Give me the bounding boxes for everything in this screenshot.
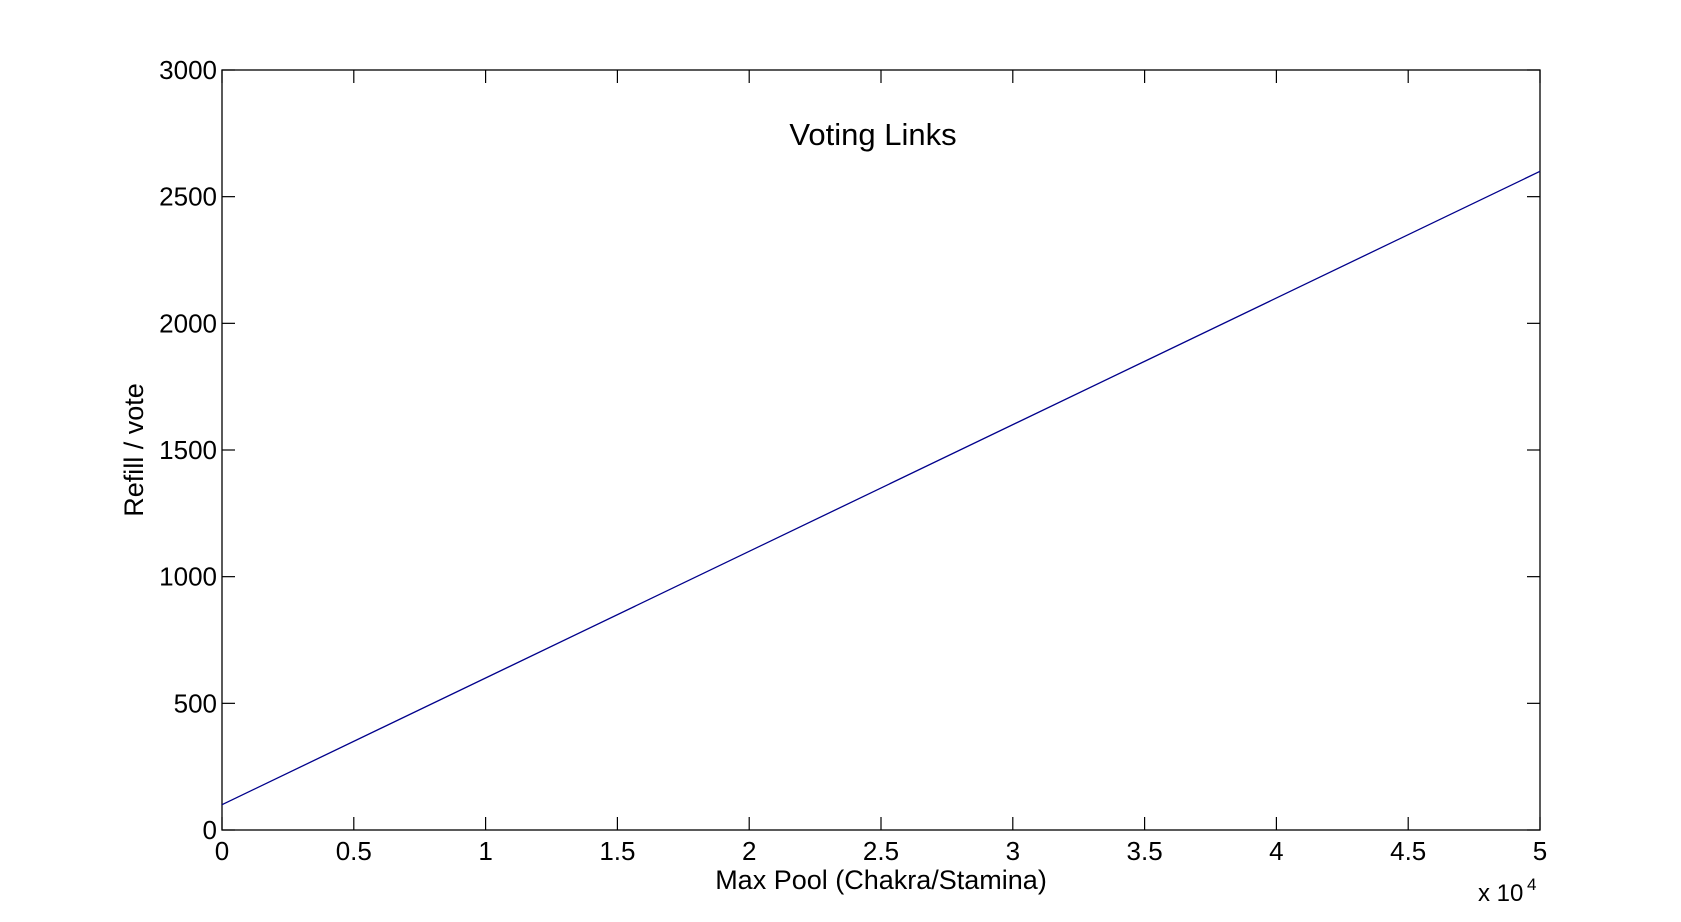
- x-tick-label-9: 4.5: [1390, 836, 1426, 866]
- x-exponent-power: 4: [1527, 875, 1536, 894]
- series-group: [221, 170, 1541, 806]
- x-tick-label-2: 1: [478, 836, 492, 866]
- x-axis-label: Max Pool (Chakra/Stamina): [715, 865, 1047, 895]
- x-tick-label-6: 3: [1006, 836, 1020, 866]
- x-tick-label-1: 0.5: [336, 836, 372, 866]
- chart-title: Voting Links: [789, 117, 956, 152]
- y-tick-label-2: 1000: [159, 562, 217, 592]
- y-tick-labels: 0 500 1000 1500 2000 2500 3000: [159, 55, 217, 845]
- x-tick-label-5: 2.5: [863, 836, 899, 866]
- plot-area: [221, 69, 1541, 831]
- x-tick-label-10: 5: [1533, 836, 1547, 866]
- y-tick-label-6: 3000: [159, 55, 217, 85]
- x-tick-label-0: 0: [215, 836, 229, 866]
- x-tick-label-4: 2: [742, 836, 756, 866]
- y-tick-label-0: 0: [203, 815, 217, 845]
- series-line-0: [221, 170, 1541, 806]
- x-exponent-label: x 10: [1478, 880, 1523, 907]
- y-tick-label-5: 2500: [159, 182, 217, 212]
- y-axis-label: Refill / vote: [119, 383, 149, 517]
- x-tick-labels: 0 0.5 1 1.5 2 2.5 3 3.5 4 4.5 5: [215, 836, 1547, 866]
- y-tick-label-1: 500: [174, 688, 217, 718]
- y-tick-label-4: 2000: [159, 308, 217, 338]
- x-tick-label-3: 1.5: [599, 836, 635, 866]
- x-tick-label-7: 3.5: [1127, 836, 1163, 866]
- axis-ticks: [221, 69, 1541, 831]
- x-tick-label-8: 4: [1269, 836, 1283, 866]
- y-tick-label-3: 1500: [159, 435, 217, 465]
